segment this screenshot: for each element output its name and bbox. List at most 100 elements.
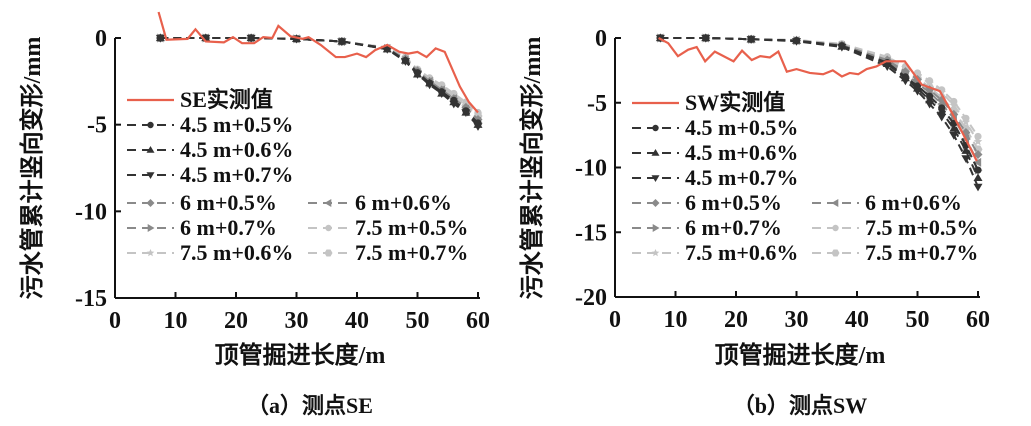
legend-label: 7.5 m+0.5% xyxy=(355,215,468,240)
data-point xyxy=(474,119,482,127)
x-tick-label: 50 xyxy=(406,308,430,334)
data-point xyxy=(949,124,959,132)
y-axis-label: 污水管累计竖向变形/mm xyxy=(518,37,546,300)
y-axis-label: 污水管累计竖向变形/mm xyxy=(18,37,46,300)
legend-label: SW实测值 xyxy=(685,90,785,115)
chart-se: 0 10 20 30 40 50 60 0 -5 -10 -15 顶管掘进长度/m 污水管累计竖向变形/… xyxy=(18,11,490,418)
data-point xyxy=(937,113,947,122)
data-point xyxy=(901,73,910,81)
legend-label: 7.5 m+0.6% xyxy=(180,240,293,265)
legend-marker xyxy=(831,199,839,207)
legend-marker xyxy=(324,199,332,207)
x-axis-label: 顶管掘进长度/m xyxy=(215,341,386,369)
data-point xyxy=(973,173,983,182)
data-point xyxy=(462,107,470,115)
x-tick-label: 60 xyxy=(466,308,490,334)
legend-label: 6 m+0.7% xyxy=(180,215,277,240)
data-point xyxy=(926,92,934,100)
data-point xyxy=(926,77,934,85)
data-point xyxy=(974,166,982,174)
legend-marker xyxy=(831,249,840,257)
legend-marker xyxy=(146,146,155,153)
legend-label: 7.5 m+0.5% xyxy=(865,215,978,240)
data-point xyxy=(401,56,409,65)
data-point xyxy=(913,82,922,90)
legend-marker xyxy=(832,224,839,232)
legend-label: 6 m+0.5% xyxy=(180,190,277,215)
legend-marker xyxy=(324,249,333,257)
legend-label: 7.5 m+0.7% xyxy=(355,240,468,265)
y-tick-label: 0 xyxy=(595,26,607,52)
measured-line xyxy=(157,11,479,114)
y-tick-label: 0 xyxy=(95,26,107,52)
data-point xyxy=(838,42,846,50)
legend-marker xyxy=(146,249,155,257)
legend-marker xyxy=(146,172,155,179)
legend-label: 6 m+0.6% xyxy=(355,190,452,215)
legend-marker xyxy=(651,149,660,156)
x-tick-label: 10 xyxy=(664,307,688,333)
data-point xyxy=(973,183,983,192)
y-tick-label: -20 xyxy=(575,285,607,311)
y-tick-label: -10 xyxy=(575,156,607,182)
x-tick-label: 20 xyxy=(224,308,248,334)
legend-marker xyxy=(651,249,660,257)
data-point xyxy=(156,34,164,42)
data-point xyxy=(973,145,983,154)
legend-label: 7.5 m+0.6% xyxy=(685,240,798,265)
measured-line xyxy=(658,37,978,162)
x-axis-label: 顶管掘进长度/m xyxy=(715,341,886,369)
legend-label: SE实测值 xyxy=(180,87,273,112)
legend-label: 6 m+0.6% xyxy=(865,190,962,215)
x-tick-label: 20 xyxy=(724,307,748,333)
data-point xyxy=(950,97,958,106)
legend-label: 4.5 m+0.6% xyxy=(685,140,798,165)
legend-marker xyxy=(146,199,155,207)
chart-caption: （a）测点SE xyxy=(247,393,373,418)
data-point xyxy=(426,79,434,87)
legend-label: 4.5 m+0.7% xyxy=(180,162,293,187)
x-tick-label: 40 xyxy=(345,308,369,334)
legend-label: 4.5 m+0.5% xyxy=(180,112,293,137)
x-tick-label: 30 xyxy=(785,307,809,333)
chart-caption: （b）测点SW xyxy=(733,393,867,418)
x-tick-label: 0 xyxy=(109,308,121,334)
chart-sw: 0 10 20 30 40 50 60 0 -5 -10 -15 -20 顶管掘进长度/m 污水管累计竖向… xyxy=(518,26,990,418)
legend-marker xyxy=(325,224,332,232)
data-point xyxy=(962,114,970,122)
legend-marker xyxy=(147,224,155,232)
data-point xyxy=(413,69,422,77)
legend-label: 4.5 m+0.6% xyxy=(180,137,293,162)
data-point xyxy=(792,36,801,45)
data-point xyxy=(438,88,446,96)
data-point xyxy=(450,96,458,104)
legend-marker xyxy=(147,121,154,129)
y-tick-label: -15 xyxy=(575,220,607,246)
data-point xyxy=(938,104,946,112)
series-4.5-m-0.5- xyxy=(156,34,482,127)
data-point xyxy=(747,35,755,43)
legend-label: 6 m+0.7% xyxy=(685,215,782,240)
x-tick-label: 50 xyxy=(906,307,930,333)
legend-marker xyxy=(651,199,660,207)
y-tick-label: -5 xyxy=(587,91,607,117)
data-point xyxy=(247,34,255,42)
x-tick-label: 40 xyxy=(845,307,869,333)
legend-label: 7.5 m+0.7% xyxy=(865,240,978,265)
y-tick-label: -5 xyxy=(87,113,107,139)
x-tick-label: 30 xyxy=(285,308,309,334)
legend-label: 6 m+0.5% xyxy=(685,190,782,215)
legend-label: 4.5 m+0.7% xyxy=(685,165,798,190)
x-tick-label: 10 xyxy=(164,308,188,334)
data-point xyxy=(974,132,982,141)
data-point xyxy=(973,137,983,146)
y-tick-label: -10 xyxy=(75,199,107,225)
x-tick-label: 60 xyxy=(966,307,990,333)
data-point xyxy=(338,37,346,46)
legend-marker xyxy=(652,224,660,232)
legend-marker xyxy=(652,124,659,132)
y-tick-label: -15 xyxy=(75,286,107,312)
